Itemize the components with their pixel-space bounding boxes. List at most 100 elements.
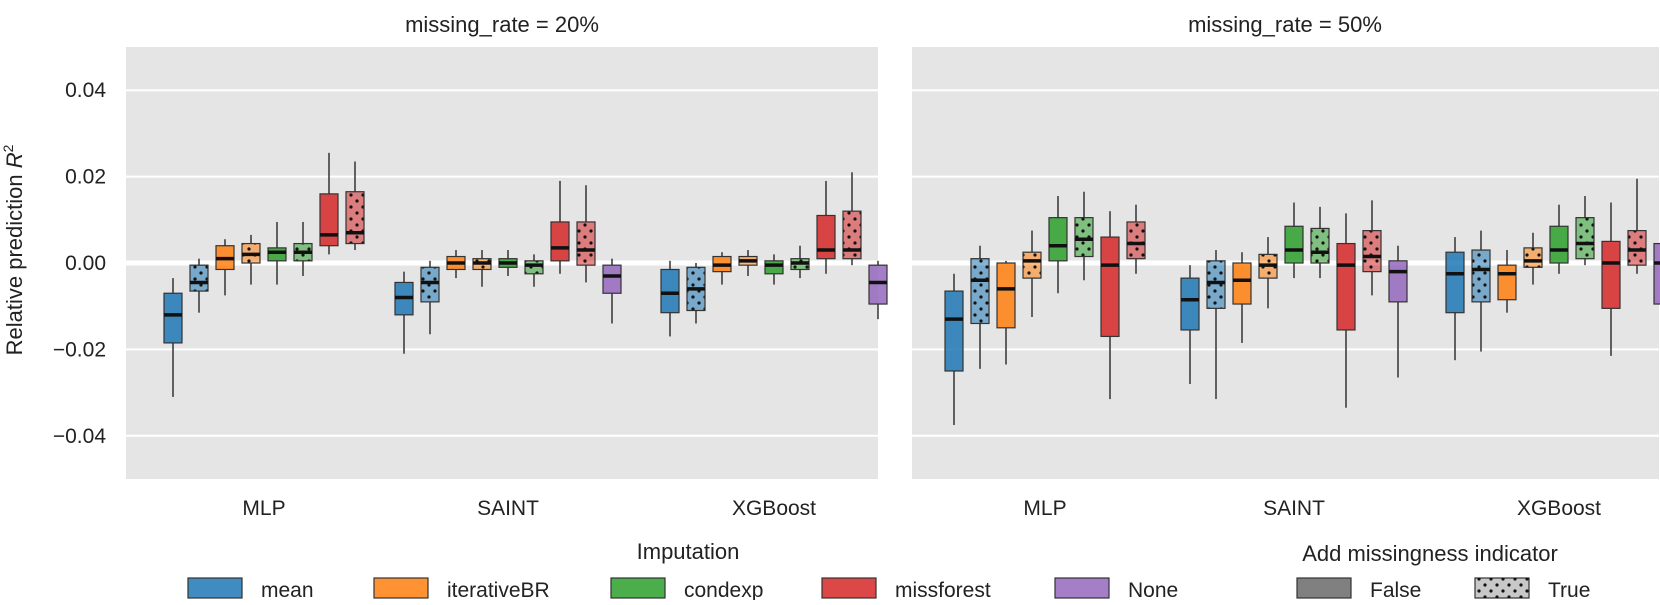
box-body bbox=[1049, 217, 1067, 261]
legend-item-missforest: missforest bbox=[821, 577, 991, 602]
legend-item-iterativeBR: iterativeBR bbox=[373, 577, 550, 602]
legend-swatch bbox=[373, 577, 429, 599]
legend-imputation: Imputation mean iterativeBR condexp missfor… bbox=[187, 539, 1178, 602]
box-series bbox=[944, 178, 1660, 425]
legend-item-indicator-true: True bbox=[1474, 577, 1590, 602]
box-condexp bbox=[1549, 204, 1569, 274]
box-body bbox=[1337, 243, 1355, 330]
box-body bbox=[817, 215, 835, 259]
legend-label: missforest bbox=[895, 579, 991, 600]
legend-indicator-title: Add missingness indicator bbox=[1302, 541, 1558, 566]
box-mean bbox=[163, 278, 183, 397]
box-hatch bbox=[1311, 228, 1329, 263]
box-outline bbox=[345, 191, 365, 245]
legend-swatch bbox=[821, 577, 877, 599]
box-mean-with-indicator bbox=[420, 260, 440, 335]
legend-label: mean bbox=[261, 579, 314, 600]
y-axis-label: Relative prediction R2 bbox=[0, 144, 27, 355]
box-hatch bbox=[190, 265, 208, 292]
panel-missing-rate-50: missing_rate = 50% MLP SAINT XGBoost bbox=[912, 12, 1660, 520]
box-mean-with-indicator bbox=[189, 258, 209, 313]
box-condexp-with-indicator bbox=[524, 254, 544, 287]
box-outline bbox=[1653, 242, 1660, 305]
box-iterativeBR-with-indicator bbox=[1523, 232, 1543, 285]
box-body bbox=[997, 263, 1015, 328]
box-body bbox=[661, 269, 679, 313]
box-outline bbox=[1206, 260, 1226, 309]
box-outline bbox=[1362, 230, 1382, 273]
box-outline bbox=[1336, 242, 1356, 331]
x-tick-label: SAINT bbox=[477, 497, 539, 520]
box-None bbox=[1388, 245, 1408, 378]
box-body bbox=[603, 265, 621, 294]
box-outline bbox=[267, 247, 287, 262]
x-tick-labels: MLP SAINT XGBoost bbox=[242, 497, 816, 520]
box-outline bbox=[1523, 247, 1543, 268]
box-hatch bbox=[1207, 260, 1225, 309]
box-missforest-with-indicator bbox=[842, 172, 862, 266]
box-iterativeBR bbox=[215, 239, 235, 296]
box-hatch bbox=[1127, 221, 1145, 259]
box-hatch bbox=[1472, 250, 1490, 302]
box-outline bbox=[1471, 249, 1491, 303]
box-missforest bbox=[319, 152, 339, 255]
box-condexp bbox=[1048, 196, 1068, 294]
box-missforest bbox=[1601, 202, 1621, 356]
panel-missing-rate-20: missing_rate = 20% MLP SAINT XGBoost bbox=[126, 12, 888, 520]
box-body bbox=[869, 265, 887, 305]
box-outline bbox=[868, 264, 888, 305]
box-mean bbox=[1445, 237, 1465, 361]
box-hatch bbox=[843, 211, 861, 259]
legend-item-indicator-false: False bbox=[1296, 577, 1421, 602]
box-condexp bbox=[267, 221, 287, 285]
box-iterativeBR-with-indicator bbox=[1258, 237, 1278, 309]
box-body bbox=[1389, 260, 1407, 302]
box-condexp bbox=[498, 250, 518, 276]
box-missforest-with-indicator bbox=[576, 185, 596, 283]
box-outline bbox=[1074, 217, 1094, 258]
box-mean-with-indicator bbox=[686, 263, 706, 324]
box-hatch bbox=[1075, 217, 1093, 257]
box-outline bbox=[944, 290, 964, 372]
y-tick-label: 0.04 bbox=[65, 79, 106, 102]
box-hatch bbox=[346, 191, 364, 244]
box-outline bbox=[660, 268, 680, 314]
box-missforest-with-indicator bbox=[345, 161, 365, 251]
box-None bbox=[868, 260, 888, 320]
legend-swatch bbox=[187, 577, 243, 599]
legend-swatch bbox=[610, 577, 666, 599]
box-body bbox=[1550, 226, 1568, 263]
box-mean bbox=[1180, 265, 1200, 384]
box-iterativeBR-with-indicator bbox=[472, 250, 492, 287]
box-body bbox=[945, 291, 963, 371]
x-tick-labels: MLP SAINT XGBoost bbox=[1023, 497, 1601, 520]
legend-label: condexp bbox=[684, 579, 763, 600]
box-outline bbox=[1445, 251, 1465, 314]
box-outline bbox=[764, 260, 784, 275]
box-body bbox=[320, 193, 338, 246]
box-outline bbox=[189, 264, 209, 292]
box-body bbox=[1233, 263, 1251, 305]
box-outline bbox=[1601, 240, 1621, 309]
box-body bbox=[1654, 243, 1660, 305]
x-tick-label: XGBoost bbox=[732, 497, 816, 520]
box-body bbox=[1285, 226, 1303, 263]
box-outline bbox=[1549, 225, 1569, 264]
legend-label: True bbox=[1548, 579, 1590, 600]
box-outline bbox=[1310, 227, 1330, 264]
box-outline bbox=[576, 221, 596, 266]
box-outline bbox=[1284, 225, 1304, 264]
box-outline bbox=[1388, 260, 1408, 303]
box-outline bbox=[602, 264, 622, 294]
legend-item-mean: mean bbox=[187, 577, 314, 602]
box-condexp bbox=[1284, 202, 1304, 279]
box-mean bbox=[944, 273, 964, 425]
box-outline bbox=[816, 214, 836, 260]
box-outline bbox=[1022, 251, 1042, 279]
box-missforest bbox=[1100, 211, 1120, 400]
legend-label: None bbox=[1128, 579, 1178, 600]
legend-imputation-title: Imputation bbox=[637, 539, 740, 564]
box-body bbox=[1446, 252, 1464, 313]
box-body bbox=[1498, 265, 1516, 300]
box-hatch bbox=[1628, 230, 1646, 266]
